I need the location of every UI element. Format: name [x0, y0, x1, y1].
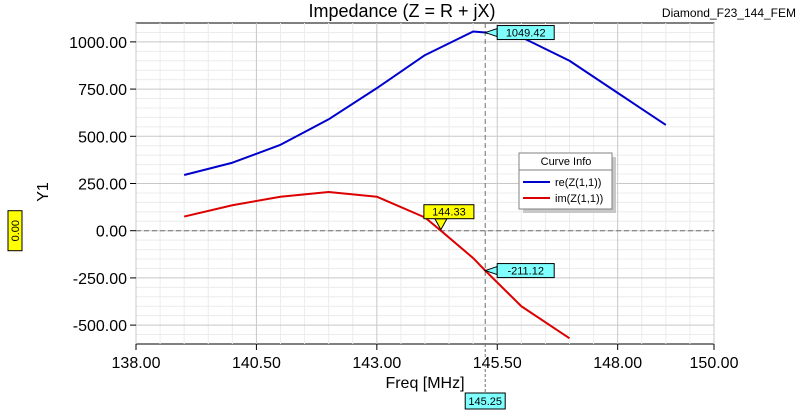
y-tick-label: 0.00	[96, 224, 127, 241]
legend-entry-re: re(Z(1,1))	[555, 177, 601, 189]
series-line-re	[183, 30, 667, 176]
chart-title: Impedance (Z = R + jX)	[308, 1, 495, 21]
y-axis-label: Y1	[35, 182, 52, 202]
y-tick-label: -500.00	[73, 318, 127, 335]
markers: 1049.42 144.33 -211.12	[423, 25, 555, 279]
crosshair-y-readout-box	[7, 210, 23, 252]
x-tick-label: 150.00	[690, 355, 739, 372]
x-tick-label: 148.00	[593, 355, 642, 372]
y-tick-label: 500.00	[78, 129, 127, 146]
marker-label: -211.12	[507, 266, 544, 278]
crosshair: 145.25 0.00	[7, 23, 714, 410]
x-axis-label: Freq [MHz]	[385, 375, 464, 392]
y-tick-label: 750.00	[78, 82, 127, 99]
crosshair-x-readout-box	[464, 392, 506, 410]
marker-label: 144.33	[432, 207, 466, 219]
y-tick-label: -250.00	[73, 271, 127, 288]
design-name: Diamond_F23_144_FEM	[662, 6, 796, 20]
marker-box	[423, 204, 475, 220]
legend[interactable]: Curve Info re(Z(1,1)) im(Z(1,1))	[518, 152, 616, 213]
axis-ticks: 138.00 140.50 143.00 145.50 148.00 150.00 1000…	[69, 35, 738, 372]
legend-entry-im: im(Z(1,1))	[555, 193, 603, 205]
crosshair-x-readout: 145.25	[468, 396, 502, 408]
x-tick-label: 143.00	[352, 355, 401, 372]
crosshair-y-readout: 0.00	[10, 220, 22, 241]
marker-label: 1049.42	[506, 28, 546, 40]
x-tick-label: 140.50	[232, 355, 281, 372]
x-tick-label: 138.00	[112, 355, 161, 372]
x-tick-label: 145.50	[473, 355, 522, 372]
y-tick-label: 1000.00	[69, 35, 127, 52]
legend-title: Curve Info	[541, 156, 592, 168]
y-tick-label: 250.00	[78, 177, 127, 194]
marker-box	[496, 263, 555, 279]
marker-box	[496, 25, 555, 41]
